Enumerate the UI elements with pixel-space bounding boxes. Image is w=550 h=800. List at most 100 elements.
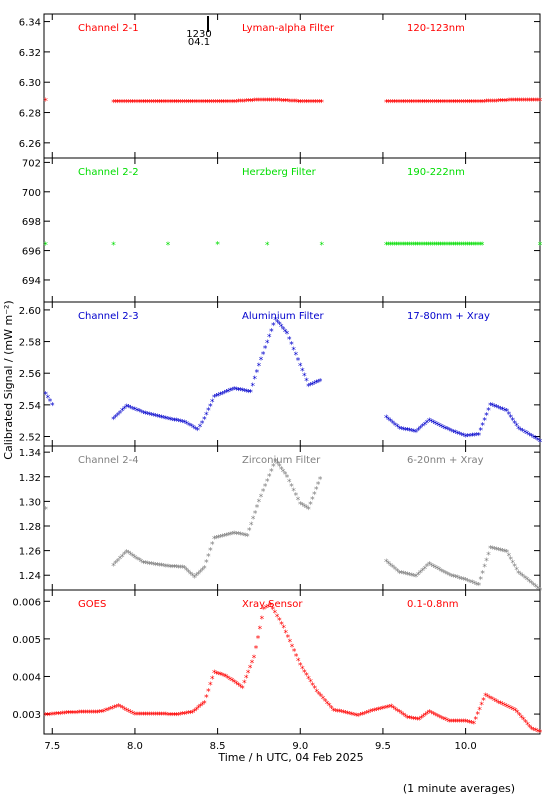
data-point: * [518, 571, 523, 581]
data-point: * [287, 478, 292, 488]
data-point: * [157, 562, 162, 572]
data-point: * [477, 706, 482, 716]
data-point: * [234, 98, 239, 108]
data-point: * [182, 564, 187, 574]
data-point: * [451, 718, 456, 728]
data-point: * [513, 707, 518, 717]
data-point: * [302, 503, 307, 513]
data-point: * [250, 382, 255, 392]
data-point: * [170, 563, 175, 573]
y-tick-label: 1.24 [19, 571, 41, 582]
data-point: * [294, 351, 299, 361]
data-point: * [418, 425, 423, 435]
data-point: * [425, 710, 430, 720]
data-point: * [521, 97, 526, 107]
data-point: * [364, 710, 369, 720]
data-point: * [122, 551, 127, 561]
data-point: * [206, 407, 211, 417]
data-point: * [447, 427, 452, 437]
data-point: * [180, 564, 185, 574]
data-point: * [236, 531, 241, 541]
data-point: * [240, 98, 245, 108]
data-point: * [180, 711, 185, 721]
data-point: * [232, 679, 237, 689]
data-point: * [304, 504, 309, 514]
data-point: * [242, 388, 247, 398]
data-point: * [527, 97, 532, 107]
data-point: * [218, 671, 223, 681]
data-point: * [457, 718, 462, 728]
data-point: * [300, 665, 305, 675]
data-point: * [425, 563, 430, 573]
data-point: * [388, 418, 393, 428]
data-point: * [431, 419, 436, 429]
data-point: * [212, 669, 217, 679]
data-point: * [523, 574, 528, 584]
data-point: * [271, 97, 276, 107]
data-point: * [478, 98, 483, 108]
data-point: * [381, 705, 386, 715]
data-point: * [434, 241, 439, 251]
data-point: * [236, 681, 241, 691]
data-point: * [354, 712, 359, 722]
data-point: * [459, 98, 464, 108]
data-point: * [477, 431, 482, 441]
data-point: * [137, 711, 142, 721]
data-point: * [265, 97, 270, 107]
data-point: * [498, 405, 503, 415]
data-point: * [321, 695, 326, 705]
y-tick-label: 6.34 [19, 18, 41, 29]
data-point: * [281, 97, 286, 107]
data-point: * [492, 403, 497, 413]
data-point: * [95, 709, 100, 719]
data-point: * [399, 710, 404, 720]
data-point: * [118, 704, 123, 714]
data-point: * [230, 530, 235, 540]
data-point: * [428, 241, 433, 251]
data-point: * [242, 679, 247, 689]
data-point: * [251, 515, 256, 525]
data-point: * [192, 707, 197, 717]
data-point: * [409, 241, 414, 251]
data-point: * [48, 398, 53, 408]
y-tick-label: 1.30 [19, 497, 41, 508]
data-point: * [391, 564, 396, 574]
data-point: * [215, 98, 220, 108]
data-point: * [184, 420, 189, 430]
data-point: * [246, 388, 251, 398]
data-point: * [172, 417, 177, 427]
data-point: * [416, 241, 421, 251]
data-point: * [135, 407, 140, 417]
data-point: * [490, 545, 495, 555]
data-point: * [261, 350, 266, 360]
panel-frame [43, 445, 541, 591]
data-point: * [216, 670, 221, 680]
data-point: * [290, 98, 295, 108]
data-point: * [207, 98, 212, 108]
data-point: * [312, 491, 317, 501]
data-point: * [238, 531, 243, 541]
data-point: * [245, 532, 250, 542]
data-point: * [436, 241, 441, 251]
data-point: * [455, 430, 460, 440]
data-point: * [403, 713, 408, 723]
data-point: * [505, 703, 510, 713]
data-point: * [131, 405, 136, 415]
data-point: * [273, 457, 278, 467]
data-point: * [182, 710, 187, 720]
data-point: * [478, 241, 483, 251]
data-point: * [93, 709, 98, 719]
data-point: * [397, 569, 402, 579]
data-point: * [490, 98, 495, 108]
data-point: * [525, 576, 530, 586]
data-point: * [178, 98, 183, 108]
y-tick-label: 694 [22, 276, 41, 287]
data-point: * [465, 719, 470, 729]
data-point: * [164, 563, 169, 573]
data-point: * [43, 241, 48, 251]
data-point: * [397, 425, 402, 435]
data-point: * [496, 547, 501, 557]
data-point: * [244, 388, 249, 398]
data-point: * [250, 97, 255, 107]
data-point: * [244, 98, 249, 108]
